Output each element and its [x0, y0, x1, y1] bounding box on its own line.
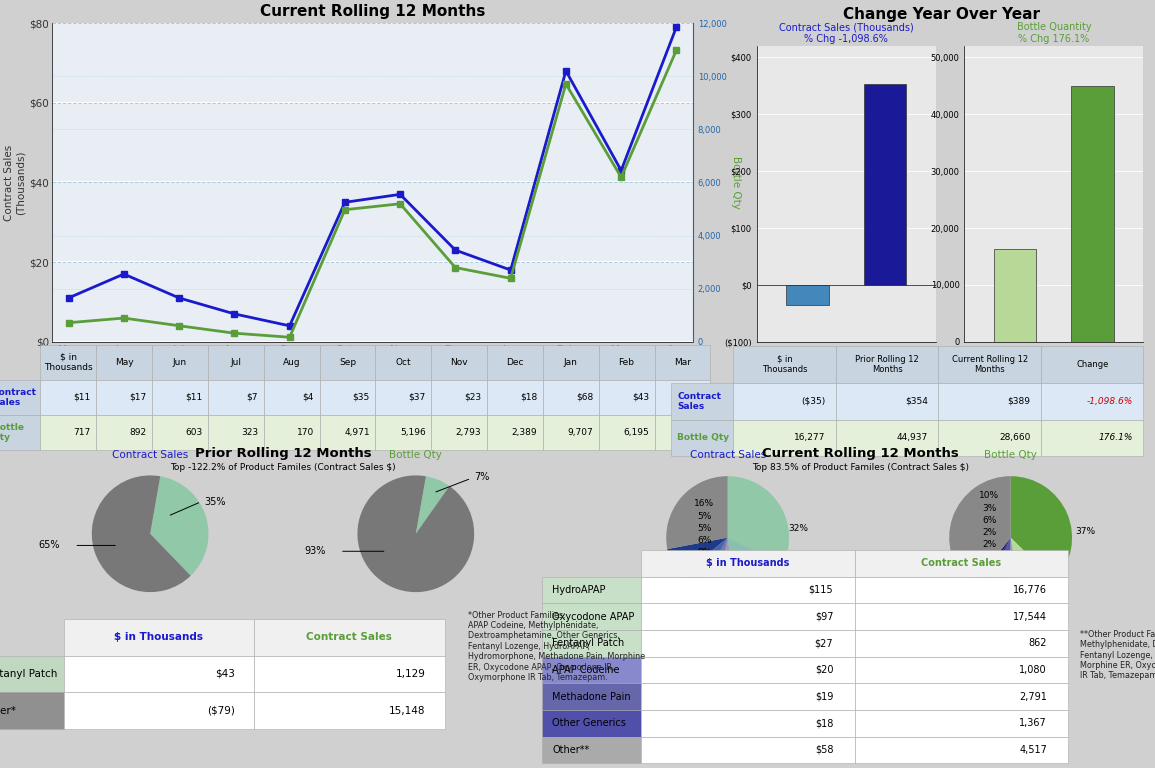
Wedge shape	[728, 476, 789, 564]
Text: 8%: 8%	[698, 548, 711, 558]
Text: **Other Product Families:
Methylphenidate, Dextroamphetamine,
Fentanyl Lozenge, : **Other Product Families: Methylphenidat…	[1080, 630, 1155, 680]
Title: Bottle Qty: Bottle Qty	[984, 450, 1037, 460]
Wedge shape	[728, 538, 783, 598]
Wedge shape	[416, 476, 449, 534]
Text: 7%: 7%	[475, 472, 490, 482]
Wedge shape	[150, 476, 209, 576]
Text: 5%: 5%	[698, 511, 711, 521]
Y-axis label: Contract Sales
(Thousands): Contract Sales (Thousands)	[3, 144, 25, 220]
Text: 2%: 2%	[982, 528, 997, 537]
Text: 3%: 3%	[982, 504, 997, 512]
Text: Prior Rolling 12 Months: Prior Rolling 12 Months	[195, 447, 371, 460]
Text: 5%: 5%	[698, 524, 711, 533]
Text: Top 83.5% of Product Familes (Contract Sales $): Top 83.5% of Product Familes (Contract S…	[752, 463, 969, 472]
Bar	[1072, 86, 1115, 342]
Y-axis label: Bottle Qty: Bottle Qty	[731, 156, 740, 209]
Text: Current Rolling 12 Months: Current Rolling 12 Months	[762, 447, 959, 460]
Text: 39%: 39%	[1007, 581, 1027, 590]
Text: Change Year Over Year: Change Year Over Year	[843, 7, 1040, 22]
Wedge shape	[1008, 538, 1020, 599]
Wedge shape	[666, 476, 728, 549]
Bar	[864, 84, 907, 285]
Title: Contract Sales (Thousands)
% Chg -1,098.6%: Contract Sales (Thousands) % Chg -1,098.…	[778, 22, 914, 44]
Title: Contract Sales: Contract Sales	[112, 450, 188, 460]
Wedge shape	[698, 538, 728, 598]
Text: 16%: 16%	[694, 499, 714, 508]
Text: 28%: 28%	[733, 581, 753, 590]
Wedge shape	[668, 538, 728, 577]
Wedge shape	[716, 538, 736, 599]
Title: Contract Sales: Contract Sales	[690, 450, 766, 460]
Text: 6%: 6%	[982, 516, 997, 525]
Wedge shape	[973, 538, 1011, 591]
Wedge shape	[91, 475, 191, 592]
Text: 93%: 93%	[304, 546, 326, 556]
Text: 2%: 2%	[982, 541, 997, 549]
Wedge shape	[986, 538, 1011, 599]
Wedge shape	[1011, 538, 1055, 598]
Text: *Other Product Families:
APAP Codeine, Methylphenidate,
Dextroamphetamine, Other: *Other Product Families: APAP Codeine, M…	[468, 611, 644, 682]
Wedge shape	[979, 538, 1011, 594]
Title: Bottle Quantity
% Chg 176.1%: Bottle Quantity % Chg 176.1%	[1016, 22, 1091, 44]
Text: 32%: 32%	[789, 524, 808, 533]
Bar	[993, 249, 1036, 342]
Bar	[785, 285, 828, 305]
Title: Current Rolling 12 Months: Current Rolling 12 Months	[260, 4, 485, 19]
Text: 65%: 65%	[38, 541, 60, 551]
Title: Bottle Qty: Bottle Qty	[389, 450, 442, 460]
Wedge shape	[680, 538, 728, 591]
Text: 37%: 37%	[1075, 527, 1096, 536]
Wedge shape	[949, 476, 1011, 586]
Text: 6%: 6%	[698, 536, 711, 545]
Text: 10%: 10%	[979, 492, 999, 500]
Wedge shape	[357, 475, 475, 592]
Text: Top -122.2% of Product Familes (Contract Sales $): Top -122.2% of Product Familes (Contract…	[170, 463, 396, 472]
Wedge shape	[1011, 476, 1072, 581]
Text: 35%: 35%	[204, 497, 225, 507]
